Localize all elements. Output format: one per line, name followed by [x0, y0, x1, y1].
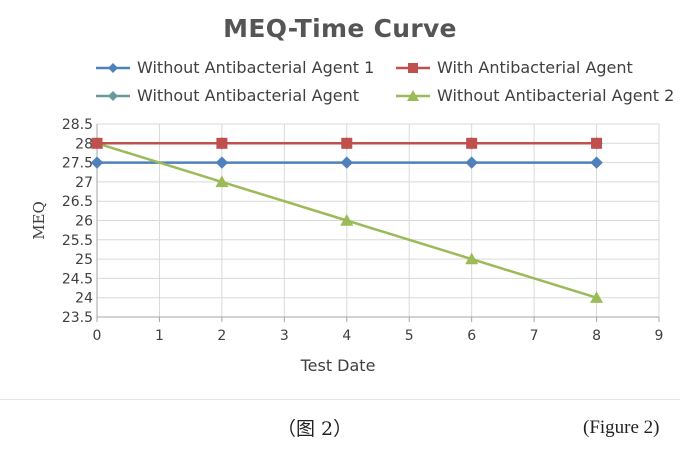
- legend-label: Without Antibacterial Agent: [137, 86, 360, 105]
- y-tick-label: 28: [75, 136, 93, 152]
- x-tick-label: 8: [592, 328, 601, 344]
- caption-divider: [0, 399, 680, 400]
- x-tick-label: 0: [93, 328, 102, 344]
- y-tick-label: 27.5: [62, 156, 93, 172]
- x-axis-label: Test Date: [300, 356, 376, 375]
- data-point: [340, 156, 353, 169]
- y-tick-label: 27: [75, 175, 93, 191]
- data-point: [465, 156, 478, 169]
- legend-item: Without Antibacterial Agent 1: [95, 58, 374, 77]
- data-point: [590, 291, 604, 303]
- data-point: [91, 137, 103, 149]
- legend-item: With Antibacterial Agent: [395, 58, 633, 77]
- legend-label: Without Antibacterial Agent 2: [437, 86, 675, 105]
- data-point: [466, 137, 478, 149]
- data-point: [591, 137, 603, 149]
- y-tick-label: 25: [75, 252, 93, 268]
- y-axis-label: MEQ: [30, 201, 48, 240]
- y-tick-label: 28.5: [62, 117, 93, 133]
- data-point: [216, 137, 228, 149]
- x-tick-label: 5: [405, 328, 414, 344]
- chart-title: MEQ-Time Curve: [223, 14, 457, 43]
- data-point: [340, 214, 354, 226]
- data-point: [590, 156, 603, 169]
- x-tick-label: 4: [342, 328, 351, 344]
- legend-swatch: [96, 90, 130, 101]
- y-tick-label: 23.5: [62, 310, 93, 326]
- legend-item: Without Antibacterial Agent 2: [395, 86, 674, 105]
- legend-label: Without Antibacterial Agent 1: [137, 58, 375, 77]
- data-point: [341, 137, 353, 149]
- x-tick-label: 9: [655, 328, 664, 344]
- data-point: [90, 156, 104, 169]
- x-tick-label: 6: [467, 328, 476, 344]
- x-tick-label: 7: [530, 328, 539, 344]
- caption-english: (Figure 2): [583, 417, 660, 438]
- x-tick-label: 1: [155, 328, 164, 344]
- x-tick-label: 2: [217, 328, 226, 344]
- y-tick-label: 26.5: [62, 194, 93, 210]
- y-tick-label: 24: [75, 291, 93, 307]
- plot-area: 23.5 24 24.5 25 25.5 26 26.5 27 27.5 28 28.5 0 1 2 3 4 5…: [30, 117, 664, 375]
- y-tick-label: 25.5: [62, 233, 93, 249]
- legend-swatch: [396, 62, 430, 73]
- y-tick-label: 24.5: [62, 271, 93, 287]
- legend-item: Without Antibacterial Agent: [95, 86, 359, 105]
- chart: MEQ-Time Curve Without Antibacterial Age…: [30, 14, 674, 375]
- x-tick-label: 3: [280, 328, 289, 344]
- data-point: [215, 156, 229, 169]
- legend-swatch: [396, 89, 430, 101]
- data-point: [465, 252, 479, 265]
- legend-label: With Antibacterial Agent: [437, 58, 633, 77]
- data-point: [215, 175, 229, 188]
- y-tick-label: 26: [75, 214, 93, 230]
- caption-chinese: （图 2）: [277, 418, 353, 440]
- legend-swatch: [96, 62, 130, 73]
